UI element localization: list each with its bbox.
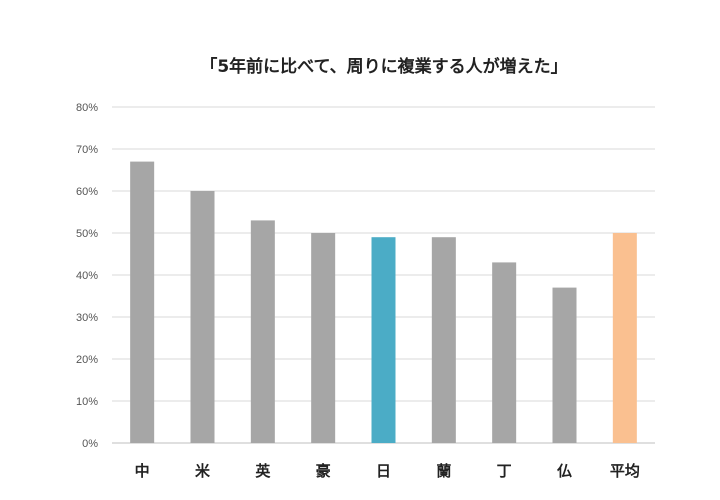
y-tick-label: 10% <box>76 396 98 408</box>
y-axis-ticks: 0% 10% 20% 30% 40% 50% 60% 70% 80% <box>76 102 98 450</box>
bar-5 <box>371 237 396 443</box>
x-tick-label: 英 <box>255 462 271 480</box>
bar-7 <box>492 262 517 443</box>
y-tick-label: 60% <box>76 186 98 198</box>
y-tick-label: 70% <box>76 144 98 156</box>
x-tick-label: 平均 <box>610 462 640 480</box>
x-tick-label: 中 <box>135 462 150 480</box>
y-tick-label: 20% <box>76 354 98 366</box>
x-axis-ticks: 中 米 英 豪 日 蘭 丁 仏 平均 <box>135 462 640 480</box>
x-tick-label: 米 <box>195 462 211 480</box>
bar-8 <box>552 287 577 443</box>
y-tick-label: 50% <box>76 228 98 240</box>
x-tick-label: 蘭 <box>436 462 451 480</box>
x-tick-label: 丁 <box>497 462 512 480</box>
x-tick-label: 仏 <box>557 462 572 480</box>
bar-9 <box>612 233 637 443</box>
bar-1 <box>130 161 155 443</box>
y-tick-label: 0% <box>82 438 98 450</box>
chart-title: 「5年前に比べて、周りに複業する人が増えた」 <box>200 57 568 77</box>
x-tick-label: 日 <box>376 462 391 480</box>
bar-6 <box>431 237 456 443</box>
y-tick-label: 40% <box>76 270 98 282</box>
bars <box>130 161 637 443</box>
y-tick-label: 30% <box>76 312 98 324</box>
x-tick-label: 豪 <box>316 462 331 480</box>
y-tick-label: 80% <box>76 102 98 114</box>
bar-4 <box>311 233 336 443</box>
bar-2 <box>190 191 215 443</box>
bar-3 <box>250 220 275 443</box>
